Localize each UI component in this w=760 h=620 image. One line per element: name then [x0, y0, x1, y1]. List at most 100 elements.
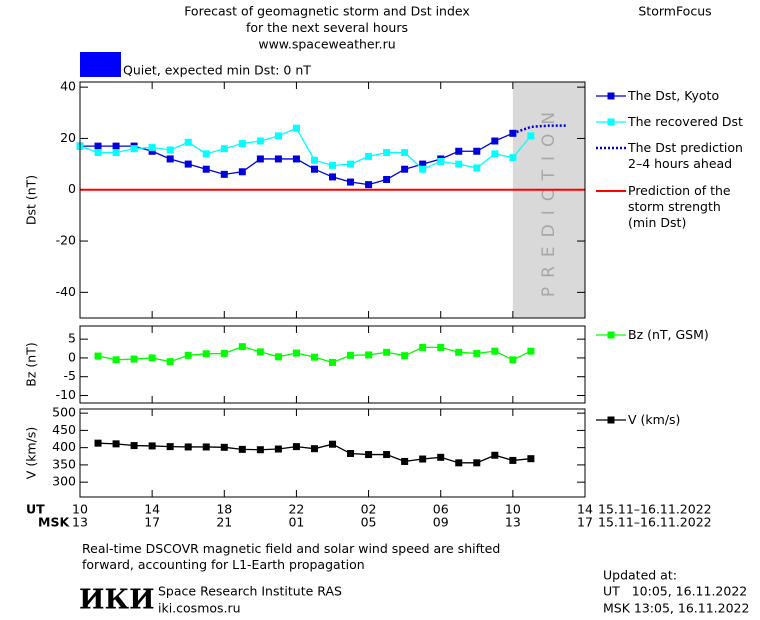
x-tick-label-msk: 13 — [72, 515, 88, 530]
y-tick-label: 500 — [52, 405, 76, 420]
data-point — [473, 349, 481, 357]
data-point — [347, 178, 355, 186]
title-line: www.spaceweather.ru — [258, 37, 395, 52]
x-tick-label-msk: 17 — [144, 515, 160, 530]
updated-msk: MSK 13:05, 16.11.2022 — [603, 601, 749, 616]
y-axis-label: V (km/s) — [24, 427, 39, 479]
data-point — [310, 445, 318, 453]
legend-label: The recovered Dst — [628, 114, 743, 129]
series-line — [79, 127, 532, 170]
data-point — [401, 149, 409, 157]
data-point — [220, 170, 228, 178]
data-point — [509, 154, 517, 162]
panel-frame — [79, 408, 586, 498]
data-point — [347, 450, 355, 458]
data-point — [112, 440, 120, 448]
data-point — [238, 140, 246, 148]
data-point — [274, 132, 282, 140]
data-point — [365, 451, 373, 459]
y-tick-label: 0 — [68, 181, 76, 196]
data-point — [166, 443, 174, 451]
logo: ИКИ — [79, 585, 155, 616]
data-point — [112, 356, 120, 364]
data-point — [527, 455, 535, 463]
data-point — [491, 347, 499, 355]
data-point — [401, 457, 409, 465]
data-point — [419, 165, 427, 173]
data-point — [148, 442, 156, 450]
brand: StormFocus — [638, 4, 711, 19]
data-point — [473, 164, 481, 172]
data-point — [365, 181, 373, 189]
series-line — [512, 124, 567, 135]
data-point — [220, 145, 228, 153]
legend-marker — [607, 416, 615, 424]
data-point — [455, 459, 463, 467]
data-point — [202, 443, 210, 451]
data-point — [274, 155, 282, 163]
x-tick-label: 18 — [216, 502, 232, 517]
data-point — [292, 443, 300, 451]
y-axis-label: Bz (nT) — [24, 342, 39, 386]
data-point — [329, 161, 336, 169]
x-tick-label-msk: 17 — [577, 515, 593, 530]
legend-label: The Dst, Kyoto — [628, 88, 720, 103]
y-tick-label: -40 — [56, 284, 76, 299]
data-point — [329, 358, 336, 366]
data-point — [238, 168, 246, 176]
data-point — [94, 352, 102, 360]
prediction-band — [512, 82, 585, 318]
data-point — [437, 343, 445, 351]
x-tick-label-msk: 21 — [216, 515, 232, 530]
data-point — [383, 149, 391, 157]
data-point — [310, 156, 318, 164]
data-point — [220, 349, 228, 357]
data-point — [455, 348, 463, 356]
data-point — [419, 160, 427, 168]
data-point — [256, 137, 264, 145]
x-tick-label: 10 — [72, 502, 88, 517]
data-point — [238, 343, 246, 351]
data-point — [292, 124, 300, 132]
ut-range: 15.11–16.11.2022 — [598, 502, 712, 517]
x-tick-label: 02 — [361, 502, 377, 517]
data-point — [455, 147, 463, 155]
x-tick-label: 06 — [433, 502, 449, 517]
data-point — [491, 451, 499, 459]
x-tick-label: 10 — [505, 502, 521, 517]
data-point — [473, 147, 481, 155]
title-line: for the next several hours — [246, 20, 408, 35]
data-point — [455, 160, 463, 168]
data-point — [509, 456, 517, 464]
x-tick-label-msk: 05 — [361, 515, 377, 530]
y-tick-label: 300 — [52, 474, 76, 489]
data-point — [166, 358, 174, 366]
data-point — [292, 155, 300, 163]
prediction-label: PREDICTION — [539, 103, 559, 297]
y-tick-label: 40 — [60, 79, 76, 94]
data-point — [437, 158, 445, 166]
data-point — [184, 160, 192, 168]
data-point — [527, 132, 535, 140]
data-point — [401, 165, 409, 173]
legend-marker — [607, 331, 615, 339]
data-point — [202, 165, 210, 173]
data-point — [94, 439, 102, 447]
data-point — [130, 145, 138, 153]
legend-label: Prediction of the storm strength (min Ds… — [628, 183, 731, 230]
data-point — [509, 356, 517, 364]
y-tick-label: 20 — [60, 130, 76, 145]
data-point — [184, 138, 192, 146]
data-point — [94, 142, 102, 150]
x-tick-label: 14 — [577, 502, 593, 517]
data-point — [184, 443, 192, 451]
msk-label: MSK — [38, 515, 70, 530]
data-point — [220, 443, 228, 451]
data-point — [491, 150, 499, 158]
data-point — [365, 152, 373, 160]
y-tick-label: -5 — [64, 368, 76, 383]
x-tick-label-msk: 01 — [288, 515, 304, 530]
institute: Space Research Institute RAS — [158, 584, 342, 599]
